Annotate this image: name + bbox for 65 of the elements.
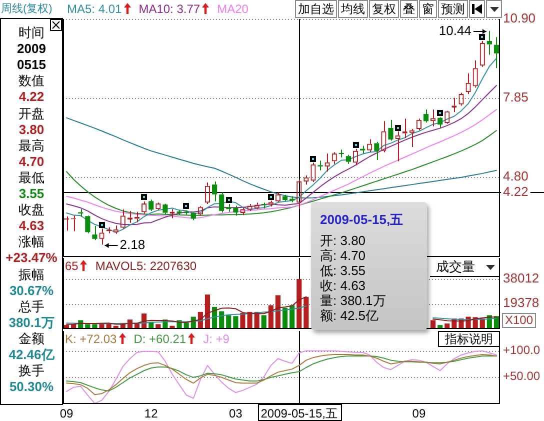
text: D: +60.21 bbox=[134, 332, 186, 346]
text: 换手 bbox=[18, 363, 44, 378]
annotation: 收: 4.63 bbox=[320, 278, 366, 293]
annotation: 低: 3.55 bbox=[320, 263, 366, 278]
text: 4.70 bbox=[18, 154, 44, 169]
button: 加自选 bbox=[295, 0, 337, 18]
text: 65 bbox=[65, 259, 78, 273]
chart-title: 成交量 bbox=[436, 259, 475, 274]
text: MA5: 4.01 bbox=[67, 2, 122, 16]
chart-title: 周线(复权) bbox=[1, 3, 52, 15]
button: 预测 bbox=[438, 0, 468, 18]
text: 数值 bbox=[18, 73, 44, 88]
button: 均线 bbox=[338, 0, 368, 18]
button: 复权 bbox=[369, 0, 399, 18]
text: 42.46亿 bbox=[8, 347, 54, 362]
text: 2009-05-15,五 bbox=[320, 212, 404, 227]
text: 收盘 bbox=[18, 202, 44, 218]
button: 指标说明 bbox=[438, 331, 500, 347]
x-tick-label: 2009-05-15,五 bbox=[260, 406, 338, 421]
ref-line-label: 4.22 bbox=[503, 184, 528, 200]
dropdown-field: 成交量 bbox=[430, 258, 500, 277]
text: 4.22 bbox=[18, 89, 44, 104]
text: MA20 bbox=[217, 2, 248, 16]
text: 3.55 bbox=[18, 186, 44, 201]
text: 30.67% bbox=[9, 282, 54, 298]
text: 50.30% bbox=[9, 379, 54, 394]
text: MA10: 3.77 bbox=[138, 2, 200, 16]
text: 4.63 bbox=[18, 218, 44, 234]
annotation: 开: 3.80 bbox=[320, 233, 366, 248]
x-tick-label: 09 bbox=[60, 406, 74, 421]
text: 总手 bbox=[18, 298, 44, 314]
x-tick-label: 12 bbox=[144, 406, 158, 421]
y-tick-label: 38012 bbox=[503, 270, 540, 286]
text: 380.1万 bbox=[8, 314, 54, 330]
text: 最低 bbox=[18, 170, 44, 185]
text: 2009 bbox=[17, 41, 46, 56]
text: K: +72.03 bbox=[65, 332, 117, 346]
y-axis-title: X100 bbox=[505, 313, 534, 327]
y-tick-label: 10.90 bbox=[503, 10, 536, 26]
annotation: 量: 380.1万 bbox=[320, 293, 386, 308]
annotation: 额: 42.5亿 bbox=[320, 308, 379, 323]
text: 金额 bbox=[18, 330, 44, 346]
text: 振幅 bbox=[18, 266, 44, 282]
x-tick-label: 03 bbox=[229, 406, 243, 421]
annotation: 高: 4.70 bbox=[320, 248, 366, 263]
text: 最高 bbox=[18, 138, 44, 153]
y-tick-label: 7.85 bbox=[503, 89, 528, 104]
x-tick-label: 09 bbox=[412, 406, 426, 421]
text: 3.80 bbox=[18, 122, 44, 137]
y-tick-label: +50.00 bbox=[503, 369, 540, 384]
annotation: 指标说明 bbox=[445, 332, 493, 346]
text: 0515 bbox=[17, 57, 46, 72]
text: MAVOL5: 2207630 bbox=[95, 259, 197, 273]
button: 叠 bbox=[400, 0, 418, 18]
series-label: J: +9 bbox=[203, 332, 230, 346]
y-tick-label: 4.80 bbox=[503, 168, 528, 184]
button: 窗 bbox=[419, 0, 437, 18]
text: 涨幅 bbox=[18, 234, 44, 250]
annotation: 10.44 bbox=[438, 23, 472, 38]
y-tick-label: +100.0 bbox=[503, 343, 540, 358]
text: 时间 bbox=[18, 25, 44, 40]
y-tick-label: 19378 bbox=[503, 295, 540, 310]
annotation: 2.18 bbox=[120, 237, 146, 252]
text: 开盘 bbox=[18, 106, 44, 120]
text: +23.47% bbox=[6, 250, 58, 266]
